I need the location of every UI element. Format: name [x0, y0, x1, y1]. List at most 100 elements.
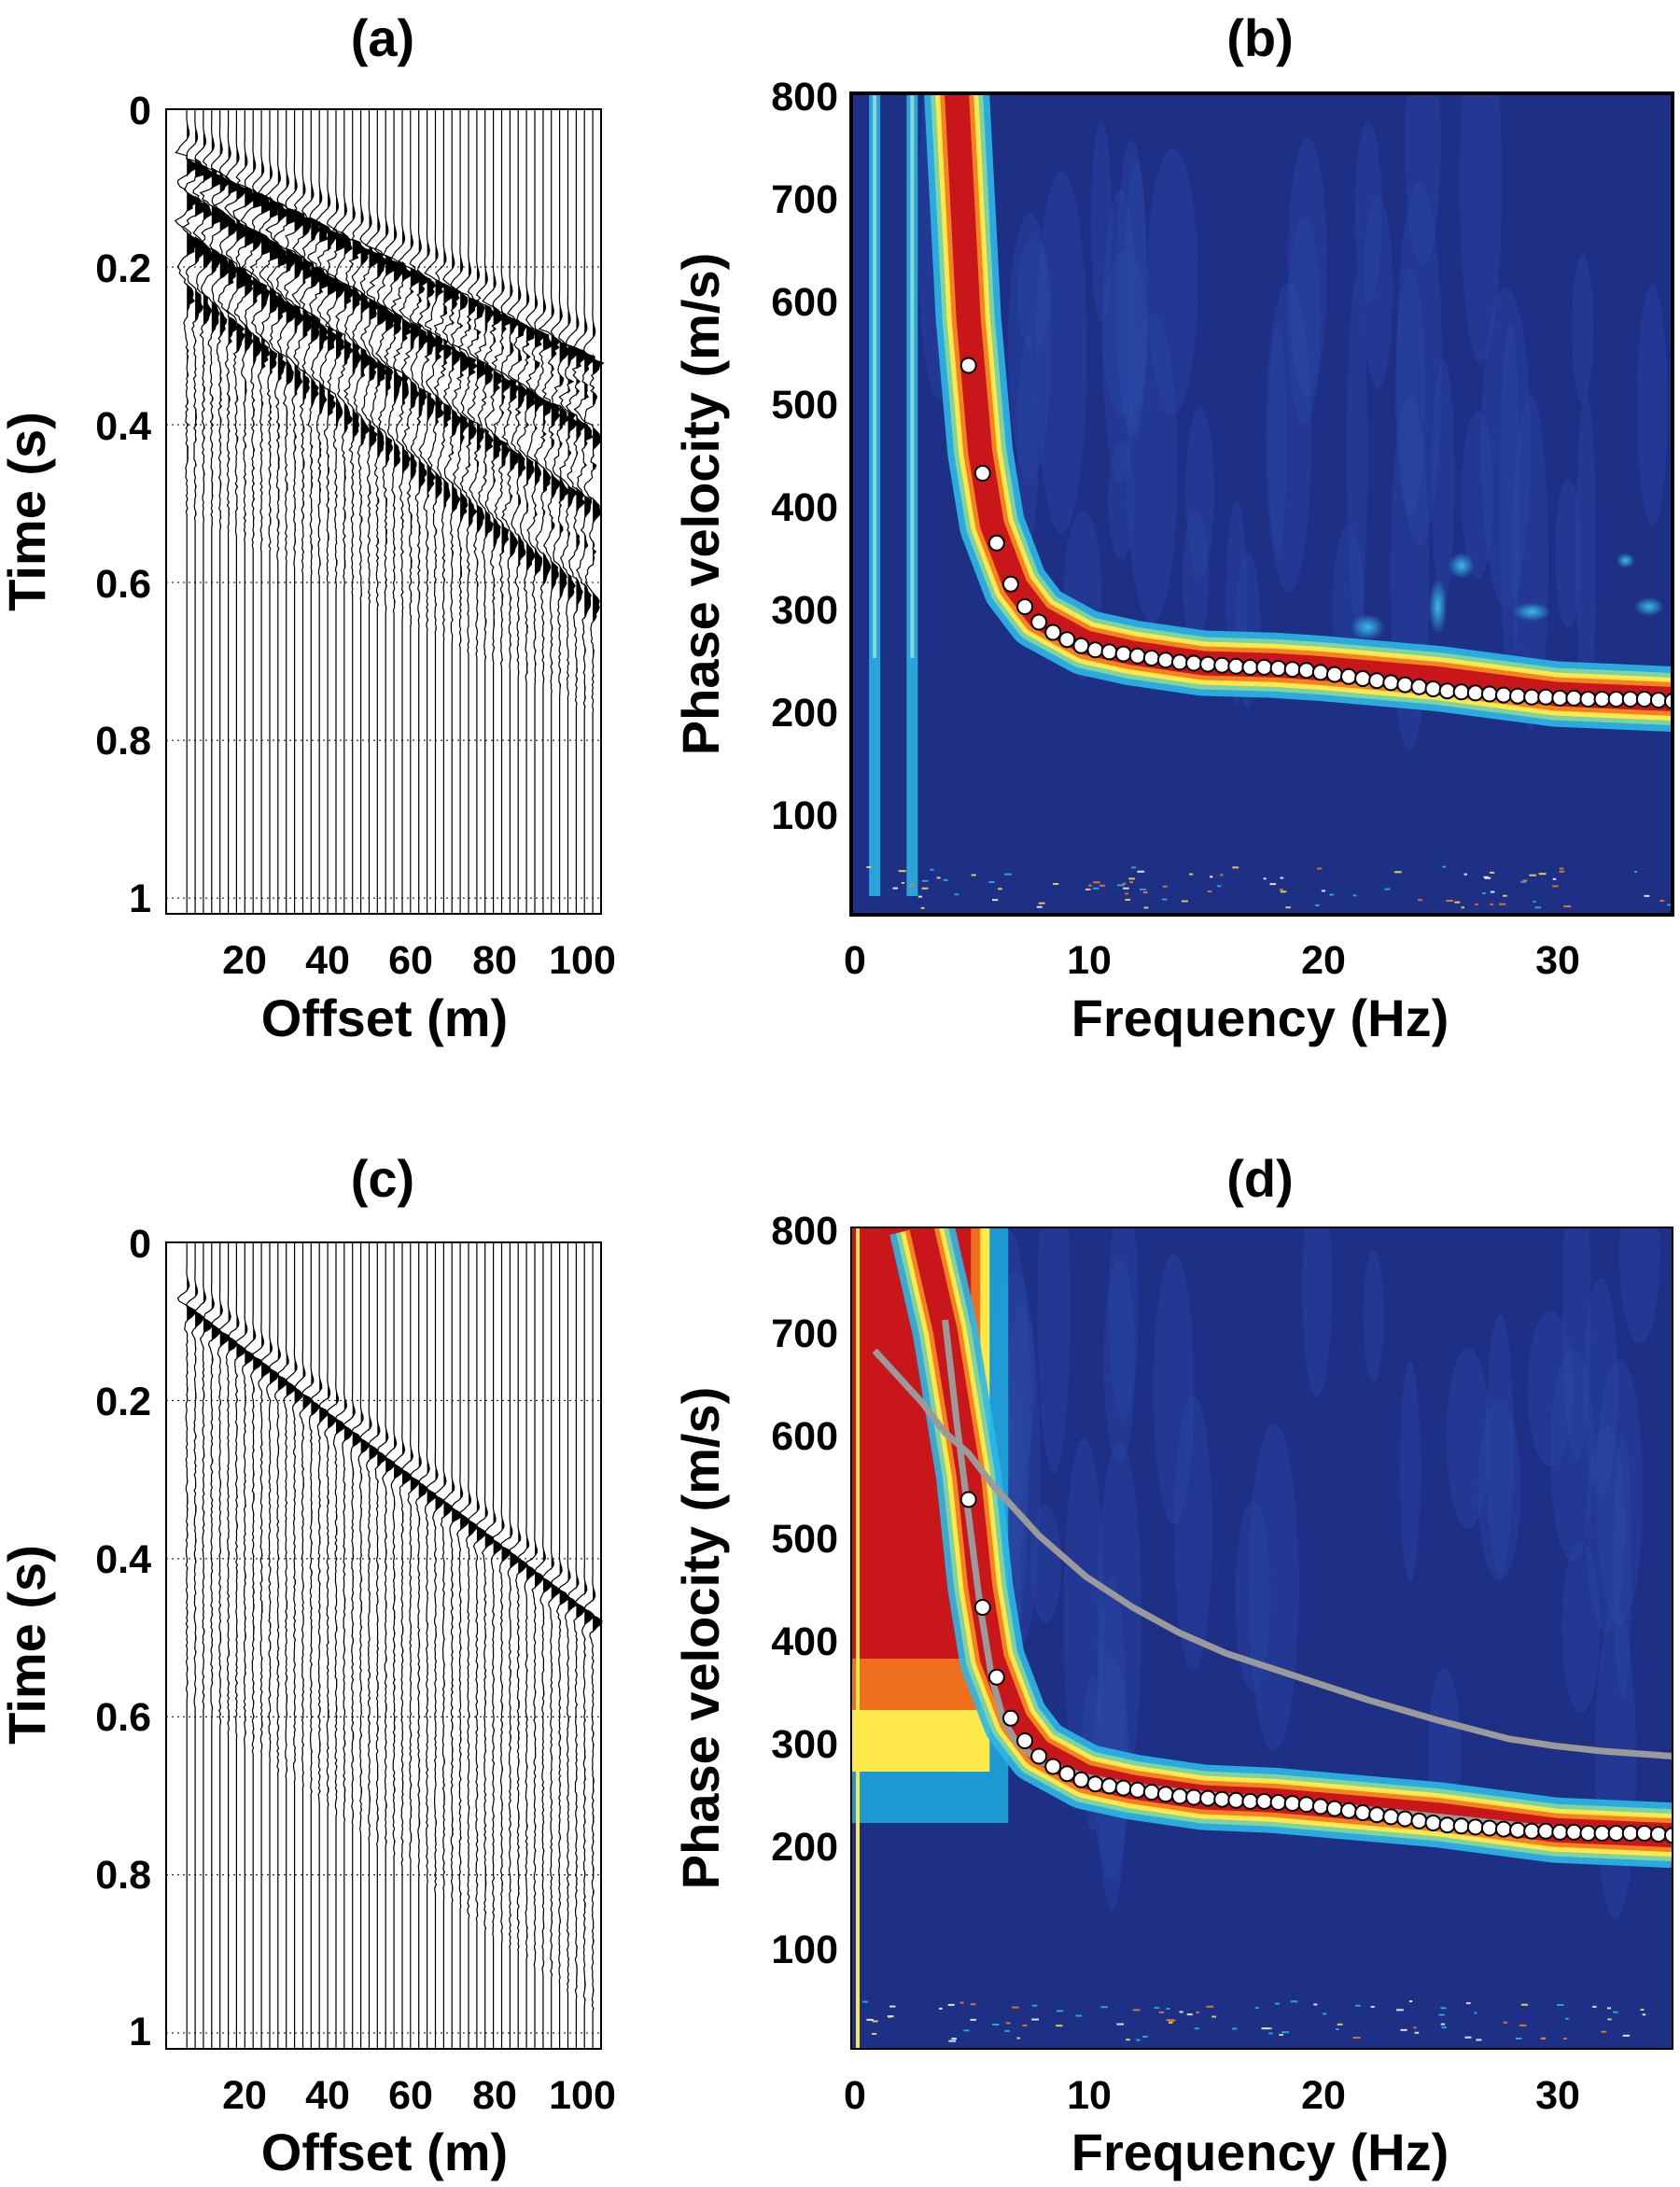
trace — [390, 109, 413, 914]
trace — [450, 109, 471, 914]
picked-point — [1030, 613, 1048, 631]
trace — [203, 1242, 221, 2049]
trace — [310, 1242, 329, 2049]
trace-fill — [195, 1242, 203, 2049]
noise-speckle — [1179, 2011, 1183, 2013]
picked-point — [1283, 661, 1301, 679]
noise-speckle — [1132, 2009, 1141, 2012]
noise-speckle — [1162, 898, 1168, 901]
noise-speckle — [1168, 2021, 1173, 2024]
noise-speckle — [921, 887, 929, 890]
picked-point — [1565, 689, 1583, 707]
noise-speckle — [1123, 887, 1129, 890]
panel-a-y-ticks: 0 0.2 0.4 0.6 0.8 1 — [95, 89, 151, 921]
noise-speckle — [1490, 903, 1493, 905]
noise-speckle — [1446, 900, 1453, 903]
heatmap-texture — [1029, 1505, 1062, 1623]
trace — [516, 109, 537, 914]
noise-speckle — [1481, 892, 1487, 895]
trace — [368, 1242, 386, 2049]
picked-point — [1142, 650, 1160, 666]
heatmap-texture — [1002, 1304, 1041, 1645]
picked-point — [1114, 1779, 1132, 1797]
noise-speckle — [1162, 885, 1168, 888]
trace — [451, 1242, 469, 2049]
picked-point — [1438, 1816, 1456, 1834]
noise-speckle — [1442, 865, 1447, 868]
trace-fill — [261, 109, 275, 914]
x-tick-label: 30 — [1535, 938, 1580, 983]
y-tick-label: 0.8 — [95, 719, 151, 764]
picked-point — [1551, 1823, 1569, 1841]
trace-fill — [377, 1242, 386, 2049]
noise-speckle — [1352, 894, 1357, 897]
picked-point — [1621, 1825, 1639, 1842]
y-tick-label: 800 — [771, 1209, 838, 1254]
heatmap-texture — [1267, 326, 1287, 555]
noise-speckle — [1413, 2026, 1417, 2029]
picked-point — [1523, 1822, 1541, 1840]
trace-fill — [385, 1242, 395, 2049]
y-tick-label: 600 — [771, 1414, 838, 1459]
panel-b: (b) 100 200 300 400 500 600 700 800 0 10… — [671, 8, 1674, 1047]
trace — [455, 109, 480, 914]
trace — [211, 1242, 231, 2049]
noise-speckle — [1474, 2012, 1477, 2014]
heatmap-texture — [1583, 1278, 1618, 1496]
picked-point — [1325, 1800, 1343, 1817]
picked-point — [1579, 691, 1597, 708]
heatmap-texture — [1549, 1349, 1595, 1562]
noise-speckle — [947, 2003, 955, 2006]
panel-b-plot-area — [851, 93, 1673, 915]
panel-a-axes-box — [165, 108, 602, 915]
trace-fill — [245, 109, 259, 914]
trace-fill — [559, 109, 571, 914]
trace — [269, 1242, 288, 2049]
picked-point — [1354, 670, 1372, 687]
energy-blob — [1616, 553, 1635, 568]
noise-speckle — [1396, 2009, 1404, 2012]
noise-speckle — [992, 899, 999, 902]
heatmap-texture — [1063, 1437, 1105, 1798]
noise-speckle — [917, 895, 923, 898]
trace — [565, 109, 587, 914]
trace-fill — [219, 109, 231, 914]
noise-speckle — [1016, 2037, 1021, 2040]
picked-point — [1213, 656, 1231, 674]
panel-c-traces — [166, 1242, 603, 2049]
trace-fill — [542, 1242, 553, 2049]
noise-speckle — [1503, 2021, 1508, 2024]
heatmap-texture — [1103, 1259, 1136, 1463]
panel-d-x-ticks: 0 10 20 30 — [844, 2073, 1580, 2118]
noise-speckle — [1538, 873, 1547, 876]
picked-point — [1635, 691, 1653, 708]
y-tick-label: 800 — [771, 75, 838, 119]
trace — [284, 109, 308, 914]
picked-point — [1438, 682, 1456, 700]
noise-speckle — [1408, 2000, 1413, 2003]
noise-speckle — [1281, 2031, 1290, 2034]
y-tick-label: 300 — [771, 588, 838, 633]
picked-point — [1593, 1825, 1611, 1842]
y-tick-label: 400 — [771, 485, 838, 530]
noise-speckle — [1231, 2027, 1238, 2030]
x-tick-label: 80 — [472, 2073, 517, 2118]
noise-speckle — [1533, 900, 1536, 903]
heatmap-texture — [1394, 268, 1426, 517]
heatmap-texture — [1302, 1227, 1332, 1398]
noise-speckle — [1031, 2004, 1038, 2007]
trace — [550, 1242, 569, 2049]
noise-speckle — [892, 887, 899, 890]
panel-b-y-axis-label: Phase velocity (m/s) — [671, 253, 730, 755]
trace — [574, 1242, 595, 2049]
trace — [209, 109, 231, 914]
noise-speckle — [1100, 2006, 1108, 2009]
panel-c-x-axis-label: Offset (m) — [261, 2123, 508, 2181]
noise-speckle — [1116, 884, 1125, 887]
noise-speckle — [1329, 893, 1335, 896]
trace — [483, 1242, 503, 2049]
noise-speckle — [898, 870, 906, 873]
y-tick-label: 1 — [129, 876, 151, 921]
heatmap-texture — [1575, 393, 1597, 713]
picked-point — [1635, 1825, 1653, 1842]
